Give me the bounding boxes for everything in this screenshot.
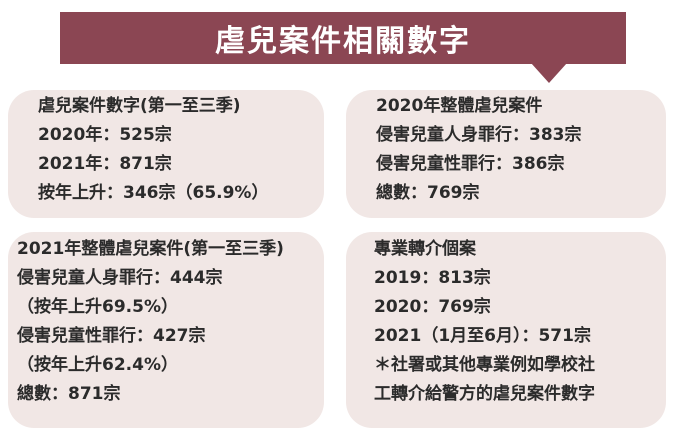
- card-heading: 2020年整體虐兒案件: [376, 96, 543, 116]
- card-2020-overall: 2020年整體虐兒案件 侵害兒童人身罪行：383宗 侵害兒童性罪行：386宗 總…: [346, 90, 666, 218]
- footnote-line: ＊社署或其他專業例如學校社: [374, 355, 595, 375]
- stat-line: 侵害兒童性罪行：427宗: [17, 326, 206, 346]
- stat-line: （按年上升62.4%）: [17, 355, 178, 375]
- card-2021-overall: 2021年整體虐兒案件(第一至三季) 侵害兒童人身罪行：444宗 （按年上升69…: [8, 232, 324, 428]
- stat-line: 總數：769宗: [376, 183, 480, 203]
- footnote-line: 工轉介給警方的虐兒案件數字: [374, 384, 595, 404]
- stat-line: 2021（1月至6月）：571宗: [374, 326, 591, 346]
- stat-line: 侵害兒童人身罪行：383宗: [376, 125, 582, 145]
- card-case-numbers-q1-q3: 虐兒案件數字(第一至三季) 2020年：525宗 2021年：871宗 按年上升…: [8, 90, 324, 218]
- card-heading: 虐兒案件數字(第一至三季): [38, 96, 241, 116]
- banner-title: 虐兒案件相關數字: [215, 24, 471, 59]
- stat-line: 2020年：525宗: [38, 125, 172, 145]
- stat-line: 按年上升：346宗（65.9%）: [38, 183, 269, 203]
- stat-line: 總數：871宗: [17, 384, 121, 404]
- banner-pointer: [531, 63, 567, 83]
- stat-line: 2020：769宗: [374, 297, 491, 317]
- stat-line: 侵害兒童性罪行：386宗: [376, 154, 565, 174]
- stat-line: （按年上升69.5%）: [17, 297, 178, 317]
- card-heading: 專業轉介個案: [374, 239, 476, 259]
- stat-line: 侵害兒童人身罪行：444宗: [17, 268, 223, 288]
- card-professional-referrals: 專業轉介個案 2019：813宗 2020：769宗 2021（1月至6月）：5…: [346, 232, 666, 428]
- stat-line: 2021年：871宗: [38, 154, 172, 174]
- card-heading: 2021年整體虐兒案件(第一至三季): [17, 239, 284, 259]
- title-banner: 虐兒案件相關數字: [60, 12, 626, 64]
- stat-line: 2019：813宗: [374, 268, 491, 288]
